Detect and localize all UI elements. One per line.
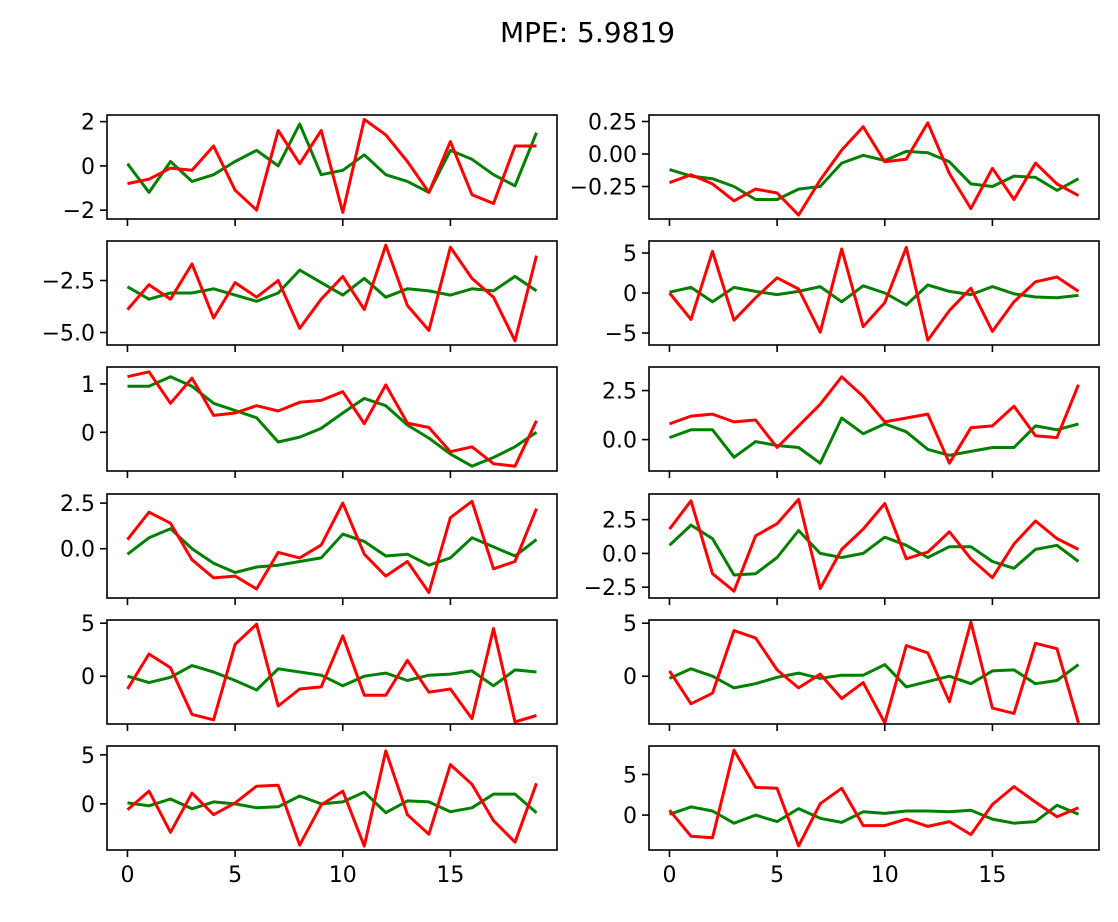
red-series-line — [126, 749, 538, 848]
subplot-11: 5 0 0 5 10 15 — [81, 744, 558, 888]
red-series-line — [668, 748, 1080, 848]
y-tick-label: 0.0 — [602, 429, 637, 454]
x-tick-label: 0 — [120, 863, 134, 888]
y-tick-label: 0.0 — [602, 542, 637, 567]
plot-frame — [648, 493, 1100, 599]
subplot-12: 5 0 0 5 10 15 — [623, 745, 1100, 888]
red-series-line — [127, 117, 537, 214]
red-series-line — [668, 375, 1080, 465]
y-tick-label: 0.25 — [588, 111, 637, 136]
y-tick-label: −5.0 — [42, 322, 95, 347]
x-tick-label: 10 — [329, 863, 357, 888]
subplot-7: 2.5 0.0 — [60, 492, 558, 605]
red-series-line — [668, 245, 1080, 342]
green-series-line — [126, 122, 538, 194]
y-tick-label: −2.5 — [584, 576, 637, 601]
y-tick-label: 0.0 — [60, 538, 95, 563]
y-tick-label: 5 — [81, 744, 95, 769]
green-series-line — [669, 803, 1080, 825]
y-tick-label: 0 — [81, 793, 95, 818]
plot-frame — [106, 240, 558, 346]
subplot-1: 2 0 −2 — [63, 111, 558, 226]
subplot-5: 10 — [81, 366, 558, 478]
subplot-2: 0.25 0.00 −0.25 — [570, 111, 1100, 226]
plot-frame — [106, 493, 558, 599]
x-tick-label: 10 — [871, 863, 899, 888]
y-tick-label: 0 — [81, 421, 95, 446]
subplot-9: 50 — [81, 612, 558, 731]
red-series-line — [127, 370, 538, 468]
y-tick-label: 5 — [623, 242, 637, 267]
green-series-line — [127, 664, 537, 692]
y-tick-label: −2.5 — [42, 270, 95, 295]
plot-frame — [106, 114, 558, 220]
x-tick-label: 5 — [770, 863, 784, 888]
plot-frame — [648, 745, 1100, 851]
y-tick-label: 5 — [623, 612, 637, 637]
x-tick-label: 15 — [978, 863, 1006, 888]
y-tick-label: 0 — [623, 665, 637, 690]
green-series-line — [668, 663, 1080, 690]
subplot-6: 2.5 0.0 — [602, 366, 1100, 478]
subplot-8: 2.5 0.0 −2.5 — [584, 493, 1100, 605]
red-series-line — [126, 243, 538, 343]
y-tick-label: −5 — [605, 322, 637, 347]
subplot-3: −2.5 −5.0 — [42, 240, 558, 352]
y-tick-label: 2.5 — [60, 492, 95, 517]
red-series-line — [668, 121, 1080, 217]
x-tick-label: 15 — [436, 863, 464, 888]
y-tick-label: −0.25 — [570, 176, 637, 201]
red-series-line — [668, 620, 1080, 725]
plot-frame — [648, 240, 1100, 346]
green-series-line — [127, 790, 538, 815]
x-tick-label: 5 — [228, 863, 242, 888]
y-tick-label: 5 — [81, 612, 95, 637]
green-series-line — [668, 523, 1080, 577]
plot-frame — [106, 745, 558, 851]
red-series-line — [668, 497, 1080, 593]
figure-title: MPE: 5.9819 — [499, 16, 676, 49]
subplot-4: 5 0 −5 — [605, 240, 1100, 352]
green-series-line — [669, 283, 1079, 307]
plot-frame — [106, 366, 558, 472]
y-tick-label: 0 — [81, 155, 95, 180]
green-series-line — [668, 416, 1079, 465]
y-tick-label: 2.5 — [602, 509, 637, 534]
green-series-line — [127, 375, 538, 468]
y-tick-label: 2 — [81, 111, 95, 136]
plot-frame — [648, 366, 1100, 472]
y-tick-label: 0 — [81, 665, 95, 690]
y-tick-label: 5 — [623, 763, 637, 788]
plot-frame — [106, 619, 558, 725]
x-tick-label: 0 — [662, 863, 676, 888]
red-series-line — [126, 622, 537, 724]
y-tick-label: 0 — [623, 804, 637, 829]
green-series-line — [126, 527, 538, 574]
red-series-line — [126, 499, 538, 594]
y-tick-label: 2.5 — [602, 380, 637, 405]
plot-frame — [648, 619, 1100, 725]
y-tick-label: 0.00 — [588, 143, 637, 168]
plot-frame — [648, 114, 1100, 220]
y-tick-label: 0 — [623, 282, 637, 307]
y-tick-label: 1 — [81, 373, 95, 398]
y-tick-label: −2 — [63, 199, 95, 224]
subplot-10: 50 — [623, 612, 1100, 731]
green-series-line — [669, 149, 1080, 201]
